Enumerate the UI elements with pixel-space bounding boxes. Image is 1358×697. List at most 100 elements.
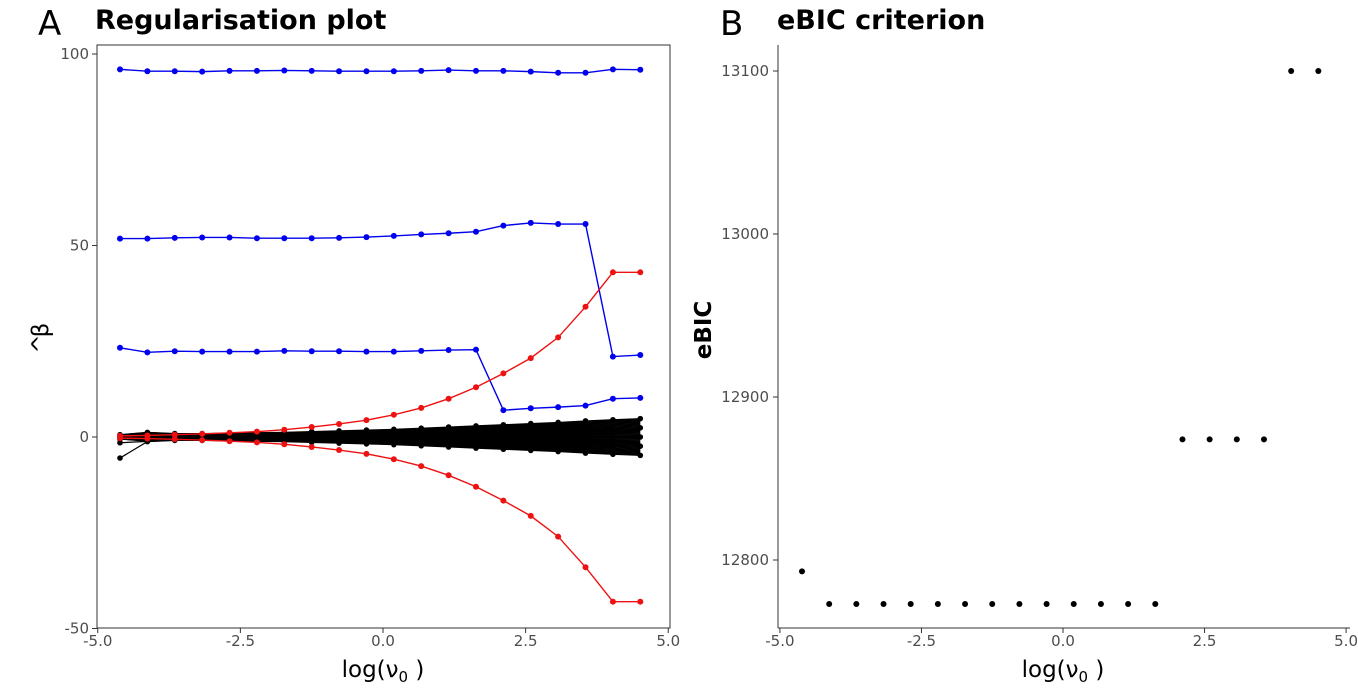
panel-a-point-red-positive xyxy=(171,431,178,438)
panel-a-noise-point xyxy=(500,434,507,440)
panel-a-noise-point xyxy=(473,434,479,440)
panel-a-point-signal-1 xyxy=(527,68,534,75)
panel-a-x-tick-label: 5.0 xyxy=(656,632,680,650)
panel-a-noise-point xyxy=(391,438,397,444)
panel-a-noise-point xyxy=(418,425,425,431)
panel-a-point-red-positive xyxy=(609,269,616,276)
panel-a-noise-point xyxy=(610,451,616,458)
panel-a-series-line-red-positive xyxy=(119,271,641,437)
panel-a-point-signal-3 xyxy=(281,347,288,354)
panel-a-point-red-positive xyxy=(500,370,507,377)
panel-a-letter: A xyxy=(38,4,61,44)
panel-a-point-signal-3 xyxy=(472,346,479,353)
panel-a-point-red-positive xyxy=(637,269,644,276)
panel-b: B eBIC criterion -5.0 -2.5 0.0 2.5 5.0 12800… xyxy=(691,4,1358,686)
panel-b-x-axis-title: log(ν0 ) xyxy=(1022,657,1105,686)
panel-a-point-signal-3 xyxy=(609,395,616,402)
panel-a-series-line-signal-3 xyxy=(119,347,641,411)
panel-a-noise-point xyxy=(308,428,315,435)
panel-a-point-signal-1 xyxy=(445,67,452,74)
panel-a-point-red-negative xyxy=(226,438,233,445)
panel-b-x-tick-label: 0.0 xyxy=(1051,632,1075,650)
panel-a-noise-point xyxy=(418,434,425,440)
panel-a-point-signal-3 xyxy=(637,394,644,401)
panel-a-y-axis-symbol: β xyxy=(28,323,54,338)
panel-a-noise-point xyxy=(610,425,616,432)
panel-a-noise-point xyxy=(610,442,616,449)
panel-a-noise-point xyxy=(637,415,644,422)
panel-a-noise-point xyxy=(445,439,452,445)
panel-b-x-ticks: -5.0 -2.5 0.0 2.5 5.0 xyxy=(765,628,1358,650)
panel-b-x-tick-label: 2.5 xyxy=(1193,632,1217,650)
panel-a-point-signal-3 xyxy=(582,402,589,409)
panel-a-series xyxy=(117,66,644,605)
panel-a-noise-point xyxy=(445,424,452,430)
panel-a-noise-point xyxy=(637,425,644,431)
panel-a-point-signal-3 xyxy=(226,348,233,355)
panel-a-point-signal-1 xyxy=(609,66,616,73)
panel-a-point-red-negative xyxy=(582,564,589,571)
panel-a-point-red-positive xyxy=(253,428,260,435)
panel-a-noise-point xyxy=(418,438,425,445)
panel-a-point-signal-2 xyxy=(472,228,479,235)
panel-b-point xyxy=(880,601,887,608)
panel-a-point-signal-1 xyxy=(472,67,479,74)
panel-a-point-red-positive xyxy=(582,303,589,310)
panel-a-title: Regularisation plot xyxy=(95,5,386,36)
panel-a-point-signal-3 xyxy=(336,348,343,355)
panel-a-noise-point xyxy=(582,418,589,424)
panel-a-point-signal-2 xyxy=(418,231,425,238)
panel-a-point-red-negative xyxy=(253,439,260,446)
panel-b-point xyxy=(826,601,833,608)
panel-a-point-signal-1 xyxy=(226,67,233,74)
panel-a-point-signal-3 xyxy=(253,348,260,355)
panel-b-point xyxy=(1070,601,1077,608)
panel-b-title: eBIC criterion xyxy=(777,5,985,36)
panel-a-noise-point xyxy=(473,445,479,451)
panel-a-point-red-positive xyxy=(226,429,233,436)
panel-a-noise-point xyxy=(473,428,479,435)
panel-b-point xyxy=(1315,68,1322,74)
panel-a-point-signal-2 xyxy=(555,221,562,228)
panel-a-point-signal-1 xyxy=(144,68,151,75)
panel-a-point-signal-2 xyxy=(308,235,315,242)
panel-a-point-signal-2 xyxy=(500,222,507,229)
panel-a-series-line-red-negative xyxy=(119,437,641,603)
panel-a-point-signal-2 xyxy=(527,219,534,226)
panel-a-point-red-positive xyxy=(363,417,370,424)
panel-a-point-red-negative xyxy=(117,435,123,442)
panel-a-point-red-positive xyxy=(445,395,452,402)
panel-a-noise-point xyxy=(555,434,561,440)
panel-a-noise-point xyxy=(637,443,644,449)
panel-a-point-signal-1 xyxy=(308,67,315,74)
panel-a-noise-point xyxy=(445,444,452,450)
panel-b-y-tick-label: 12800 xyxy=(721,551,769,569)
panel-b-point xyxy=(1152,601,1159,608)
panel-a-noise-point xyxy=(527,447,534,454)
panel-a-point-signal-3 xyxy=(418,347,425,354)
panel-a-point-red-negative xyxy=(171,436,178,443)
panel-b-letter: B xyxy=(720,4,743,44)
panel-b-y-tick-label: 12900 xyxy=(721,388,769,406)
panel-a-point-signal-3 xyxy=(390,348,397,355)
panel-b-point xyxy=(1097,601,1104,608)
panel-a-point-red-positive xyxy=(199,430,206,437)
panel-a-noise-point xyxy=(500,446,507,453)
panel-a-y-tick-label: 100 xyxy=(60,45,89,63)
panel-a-point-signal-1 xyxy=(555,69,562,76)
panel-a-point-signal-2 xyxy=(390,232,397,239)
panel-a-noise-point xyxy=(582,450,589,456)
panel-a-noise-point xyxy=(500,421,507,428)
panel-a-point-signal-2 xyxy=(117,235,123,242)
panel-a-y-tick-label: 0 xyxy=(79,428,89,446)
panel-a-noise-point xyxy=(117,439,123,446)
panel-a-point-signal-3 xyxy=(363,348,370,355)
panel-a-point-signal-2 xyxy=(637,352,644,359)
panel-b-point xyxy=(1233,436,1240,443)
panel-a-point-red-negative xyxy=(418,463,425,470)
panel-b-point xyxy=(934,601,941,608)
panel-a-point-signal-1 xyxy=(336,68,343,75)
panel-a-noise-point xyxy=(117,455,123,461)
panel-a-point-red-positive xyxy=(390,411,397,418)
